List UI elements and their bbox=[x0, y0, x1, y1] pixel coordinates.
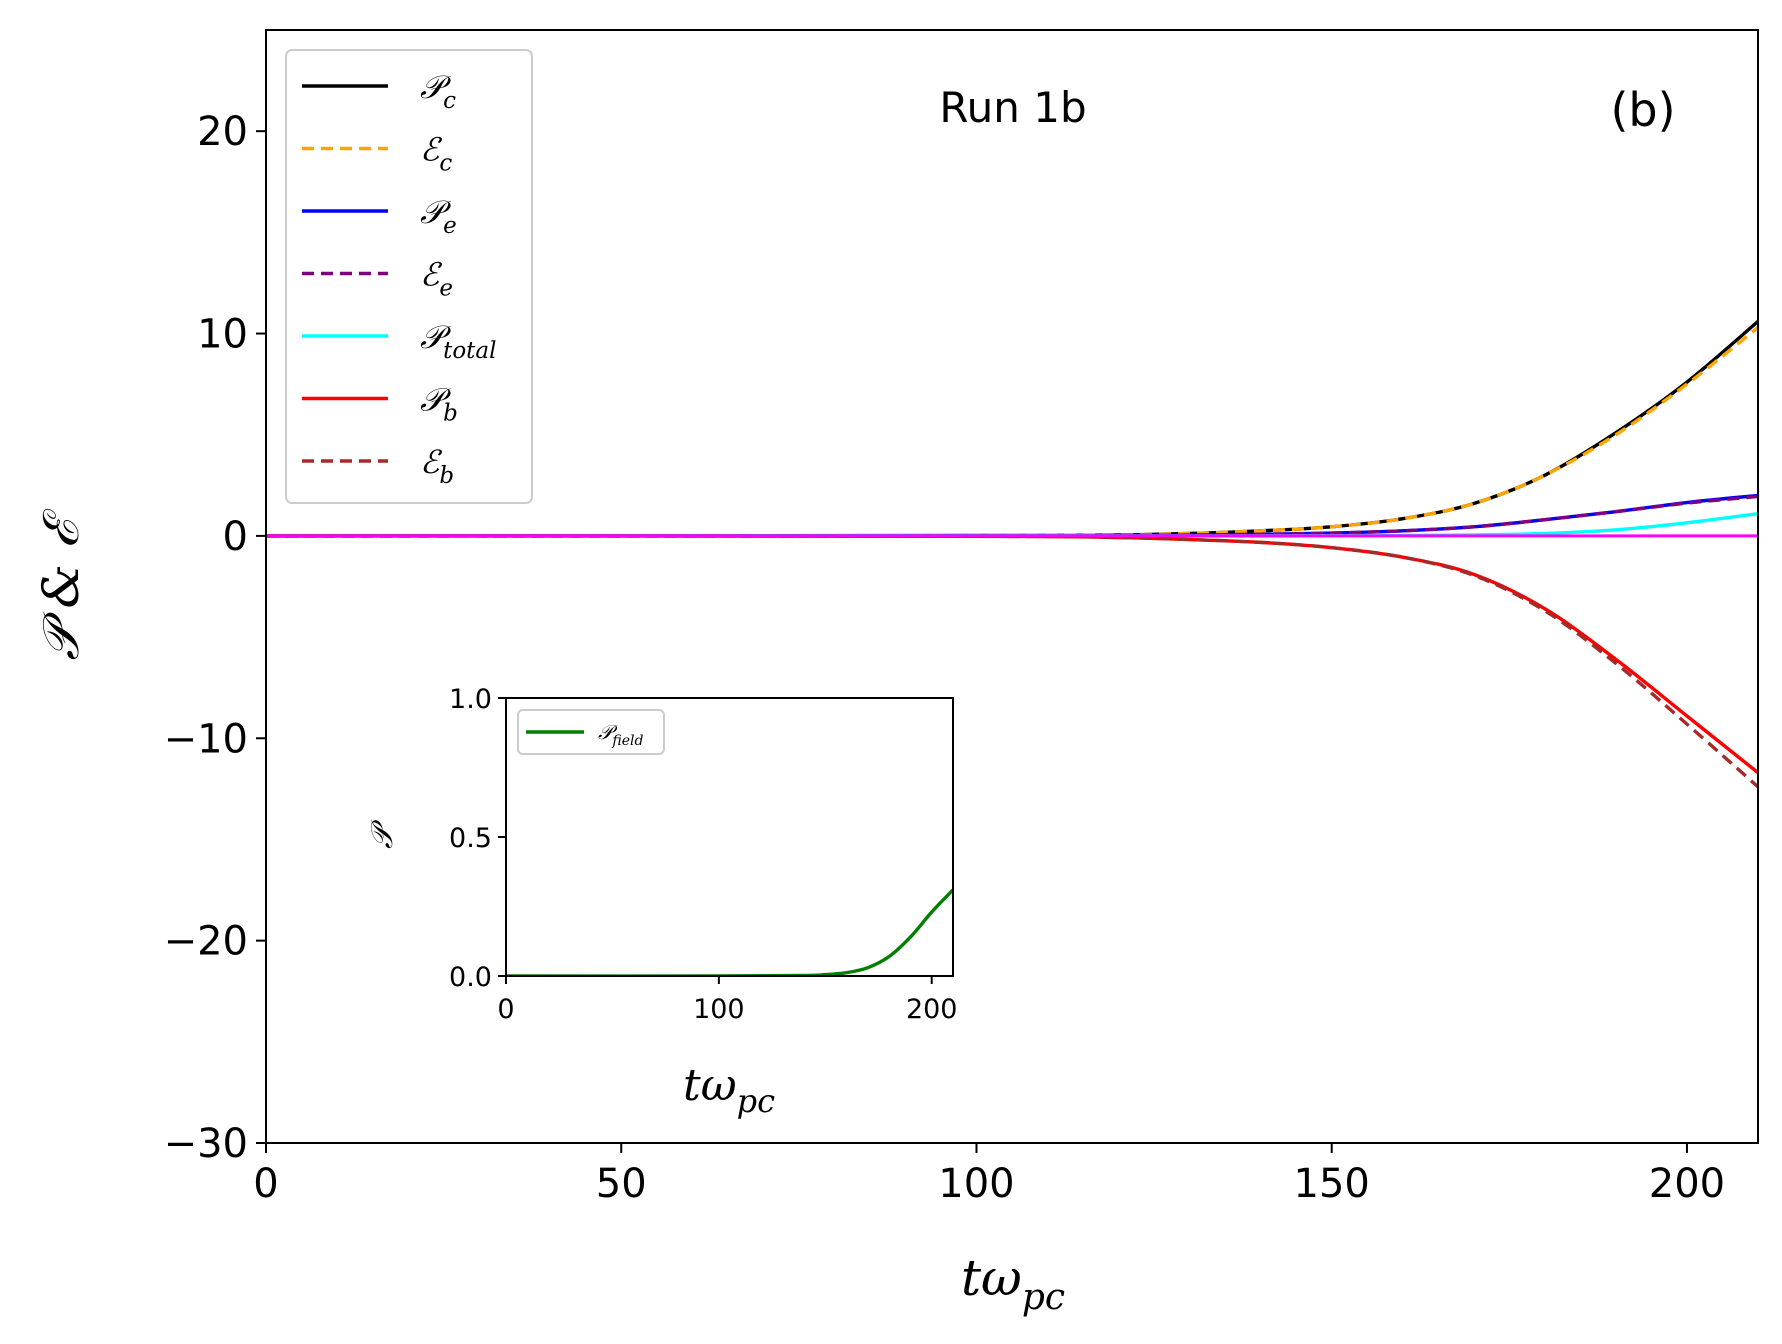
y-tick-label: −10 bbox=[164, 716, 248, 762]
main-y-axis: −30 −20 −10 0 10 20 bbox=[164, 109, 266, 1167]
main-plot-lines bbox=[266, 320, 1758, 789]
run-annotation: Run 1b bbox=[939, 83, 1086, 132]
x-tick-label: 200 bbox=[1649, 1161, 1725, 1207]
inset-legend-box bbox=[517, 709, 665, 755]
y-tick-label: 10 bbox=[197, 312, 248, 358]
legend-box bbox=[285, 49, 533, 504]
series-line-c bbox=[266, 326, 1758, 538]
main-x-axis-title: tωpc bbox=[961, 1249, 1065, 1318]
y-tick-label: 0 bbox=[223, 514, 248, 560]
y-tick-label: −20 bbox=[164, 919, 248, 965]
legend-label-e: ℰe bbox=[420, 256, 453, 302]
x-tick-label: 50 bbox=[596, 1161, 647, 1207]
inset-x-tick-label: 200 bbox=[906, 994, 958, 1025]
inset-series-line-field bbox=[506, 888, 953, 976]
main-x-axis: 0 50 100 150 200 bbox=[253, 1143, 1725, 1207]
legend-label-c: ℰc bbox=[420, 131, 452, 177]
inset-plot: 0 100 200 0.00.51.0 tωpc 𝒫 𝒫field bbox=[365, 684, 957, 1120]
inset-x-tick-label: 0 bbox=[497, 994, 514, 1025]
y-tick-label: −30 bbox=[164, 1121, 248, 1167]
inset-y-tick-label: 0.0 bbox=[449, 962, 492, 993]
main-y-axis-title: 𝒫 & ℰ bbox=[32, 508, 90, 660]
x-tick-label: 150 bbox=[1294, 1161, 1370, 1207]
inset-x-axis-title: tωpc bbox=[683, 1060, 775, 1120]
inset-plot-lines bbox=[506, 888, 953, 976]
series-line-b bbox=[266, 534, 1758, 789]
legend-label-b: ℰb bbox=[420, 443, 454, 489]
x-tick-label: 0 bbox=[253, 1161, 278, 1207]
x-tick-label: 100 bbox=[938, 1161, 1014, 1207]
inset-x-tick-label: 100 bbox=[693, 994, 745, 1025]
inset-y-axis: 0.0 0.5 1.0 bbox=[449, 684, 506, 993]
inset-legend: 𝒫field bbox=[517, 709, 665, 755]
y-tick-label: 20 bbox=[197, 109, 248, 155]
inset-y-tick-label: 1.0 bbox=[449, 684, 492, 715]
inset-x-axis: 0 100 200 bbox=[497, 976, 957, 1025]
main-plot-frame bbox=[265, 29, 1759, 1144]
inset-y-tick-label: 0.5 bbox=[449, 823, 492, 854]
panel-label: (b) bbox=[1610, 83, 1675, 137]
